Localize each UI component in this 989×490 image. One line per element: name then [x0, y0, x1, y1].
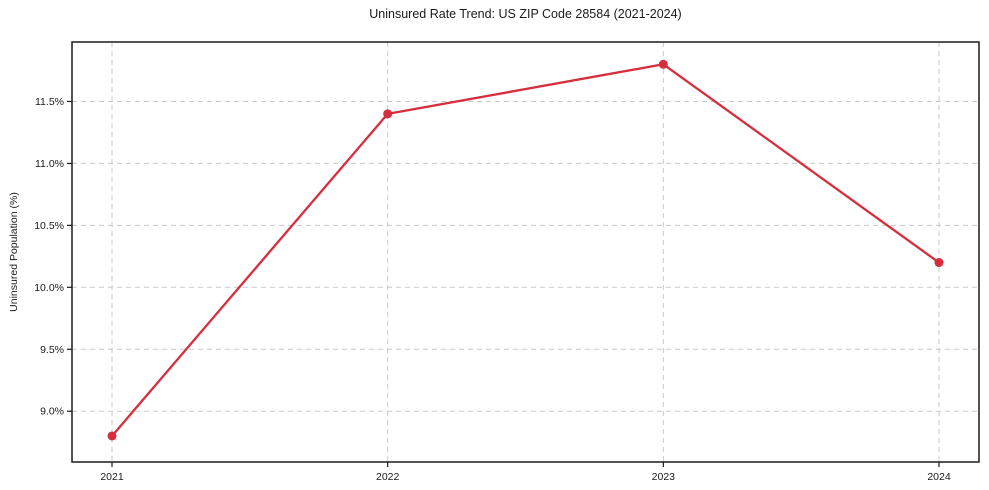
x-tick-label: 2024 — [927, 471, 951, 483]
y-tick-label: 10.5% — [34, 220, 64, 232]
x-tick-label: 2022 — [376, 471, 400, 483]
x-tick-label: 2023 — [652, 471, 676, 483]
chart-title: Uninsured Rate Trend: US ZIP Code 28584 … — [369, 7, 682, 21]
x-tick-label: 2021 — [100, 471, 124, 483]
y-tick-label: 11.5% — [35, 96, 64, 108]
y-tick-label: 9.0% — [40, 406, 64, 418]
y-axis-label: Uninsured Population (%) — [8, 192, 20, 312]
plot-border — [71, 41, 980, 463]
y-tick-label: 11.0% — [35, 158, 64, 170]
data-point-2022 — [383, 109, 393, 119]
data-point-2021 — [107, 431, 117, 441]
y-tick-label: 10.0% — [34, 282, 64, 294]
data-point-2023 — [658, 59, 668, 69]
trend-line — [110, 63, 941, 438]
data-point-2024 — [934, 258, 944, 268]
y-tick-label: 9.5% — [40, 344, 64, 356]
